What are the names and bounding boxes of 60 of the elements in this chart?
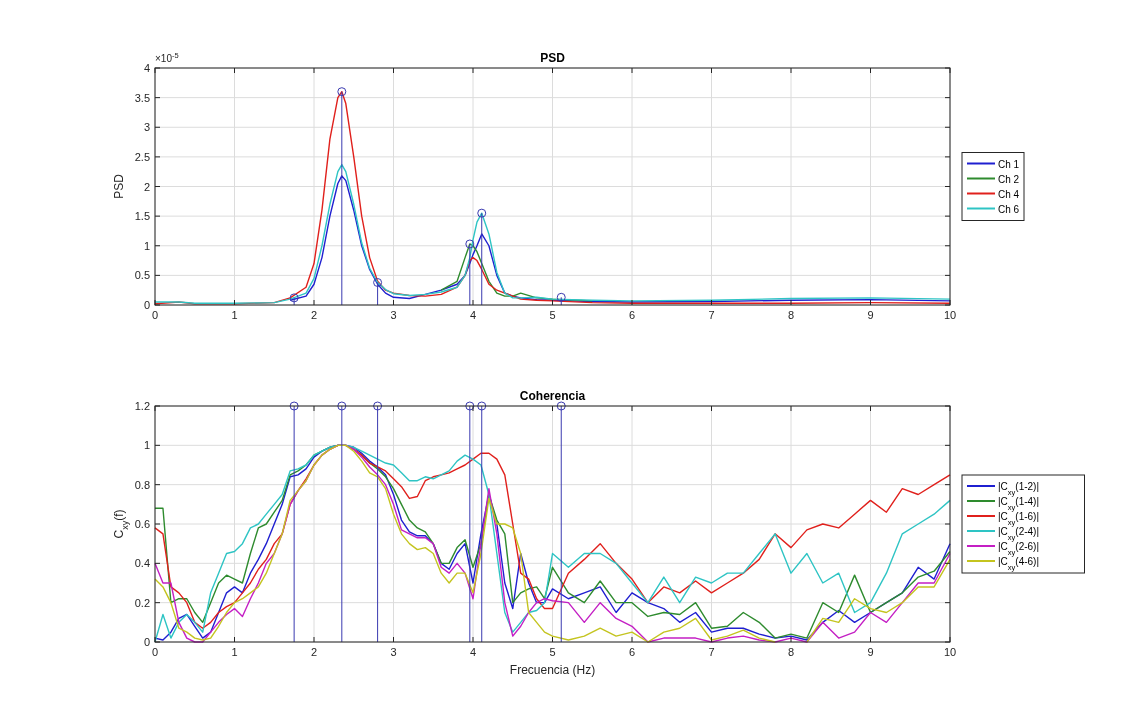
text: ×10$^{-5}$ bbox=[155, 50, 179, 64]
legend-label: |C$_{xy}$(1-4)| bbox=[998, 496, 1040, 512]
legend-label: |C$_{xy}$(2-4)| bbox=[998, 526, 1040, 542]
x-tick-label: 6 bbox=[628, 646, 636, 658]
y-tick-label: 3.5 bbox=[134, 91, 150, 104]
x-tick-label: 10 bbox=[943, 309, 957, 321]
x-tick-label: 8 bbox=[787, 309, 795, 321]
legend-label: |C$_{xy}$(1-6)| bbox=[998, 511, 1040, 527]
y-tick-label: 1 bbox=[143, 239, 150, 252]
x-axis-title: Frecuencia (Hz) bbox=[509, 663, 596, 677]
x-tick-label: 0 bbox=[151, 309, 159, 321]
y-tick-label: 2 bbox=[143, 180, 150, 193]
y-tick-label: 1.2 bbox=[134, 400, 150, 412]
legend-label: |C$_{xy}$(4-6)| bbox=[998, 556, 1040, 572]
x-tick-label: 4 bbox=[469, 309, 477, 321]
y-tick-label: 0.2 bbox=[134, 596, 150, 609]
legend-label: Ch 4 bbox=[998, 188, 1020, 200]
point bbox=[337, 87, 347, 97]
point bbox=[556, 292, 566, 302]
legend-label: Ch 2 bbox=[998, 173, 1020, 185]
point bbox=[373, 277, 383, 287]
y-axis-title: PSD bbox=[112, 173, 126, 199]
y-tick-label: 1.5 bbox=[134, 210, 150, 223]
y-tick-label: 0.6 bbox=[134, 518, 150, 530]
y-tick-label: 0.8 bbox=[134, 478, 150, 491]
x-tick-label: 6 bbox=[628, 309, 636, 321]
x-tick-label: 7 bbox=[708, 309, 715, 321]
point bbox=[477, 208, 487, 218]
y-tick-label: 0 bbox=[143, 299, 150, 311]
legend-label: |C$_{xy}$(1-2)| bbox=[998, 481, 1040, 497]
legend-label: Ch 6 bbox=[998, 203, 1020, 215]
x-tick-label: 1 bbox=[231, 309, 238, 321]
x-tick-label: 5 bbox=[549, 646, 556, 658]
y-tick-label: 3 bbox=[143, 121, 150, 134]
legend-label: Ch 1 bbox=[998, 158, 1020, 170]
line-series bbox=[289, 175, 951, 303]
y-tick-label: 4 bbox=[143, 62, 150, 74]
x-tick-label: 7 bbox=[708, 646, 715, 658]
x-tick-label: 5 bbox=[549, 309, 556, 321]
x-tick-label: 2 bbox=[310, 646, 318, 658]
x-tick-label: 9 bbox=[867, 309, 874, 321]
x-tick-label: 9 bbox=[867, 646, 874, 658]
point bbox=[465, 239, 475, 249]
y-tick-label: 0.5 bbox=[134, 269, 150, 282]
y-tick-label: 1 bbox=[143, 439, 150, 452]
x-tick-label: 2 bbox=[310, 309, 318, 321]
x-tick-label: 10 bbox=[943, 646, 957, 658]
x-tick-label: 3 bbox=[390, 646, 397, 658]
x-tick-label: 4 bbox=[469, 646, 477, 658]
chart-title: Coherencia bbox=[519, 389, 586, 403]
point bbox=[289, 293, 299, 303]
y-tick-label: 0.4 bbox=[134, 557, 150, 570]
y-tick-label: 0 bbox=[143, 636, 150, 648]
x-tick-label: 8 bbox=[787, 646, 795, 658]
x-tick-label: 1 bbox=[231, 646, 238, 658]
chart-title: PSD bbox=[540, 51, 566, 65]
x-tick-label: 3 bbox=[390, 309, 397, 321]
x-tick-label: 0 bbox=[151, 646, 159, 658]
y-tick-label: 2.5 bbox=[134, 150, 150, 163]
legend-label: |C$_{xy}$(2-6)| bbox=[998, 541, 1040, 557]
